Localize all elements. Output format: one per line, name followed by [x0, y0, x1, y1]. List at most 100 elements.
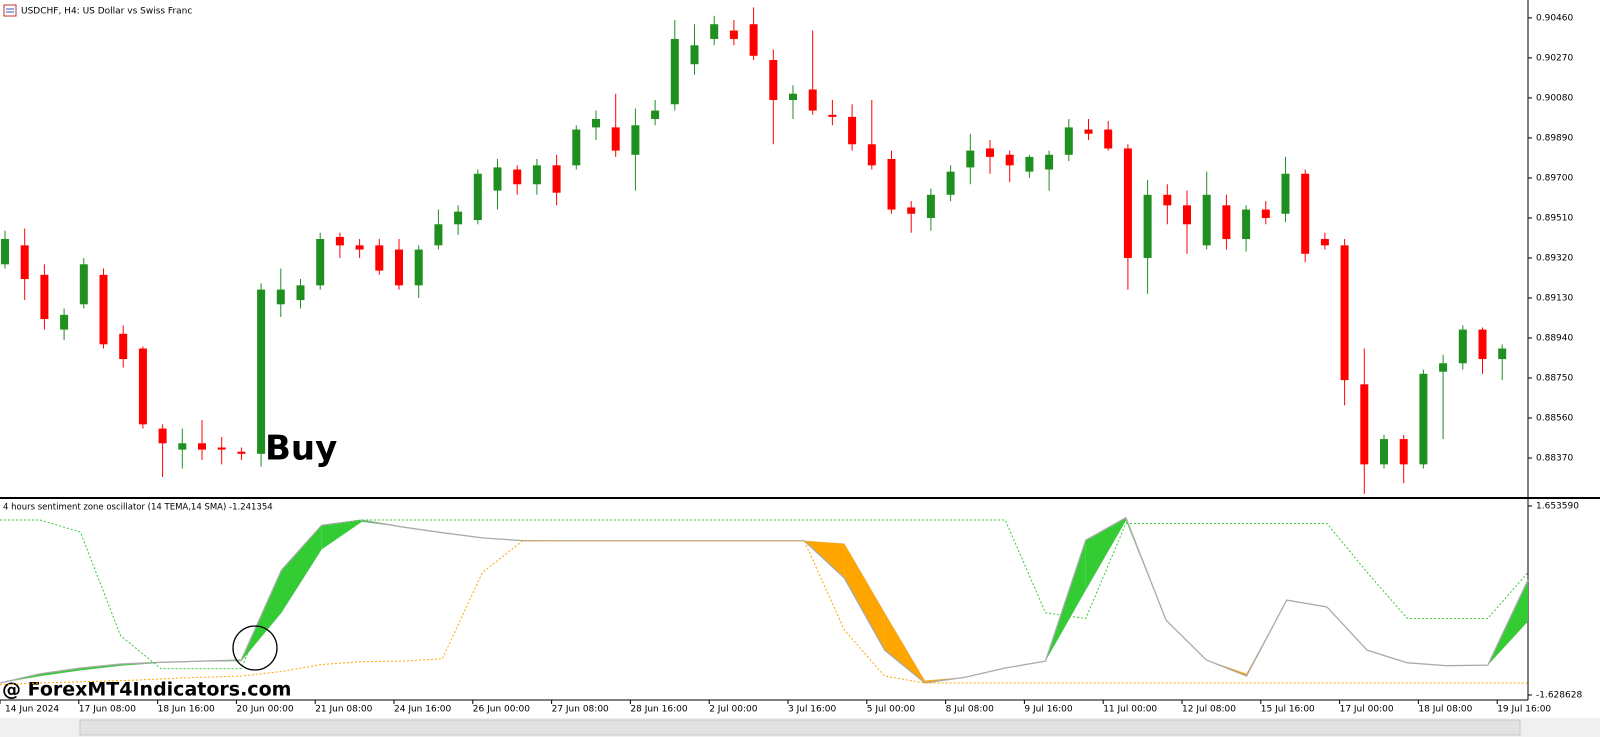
- candle-body: [1104, 129, 1113, 149]
- x-tick-label: 17 Jun 08:00: [79, 705, 136, 715]
- candle-body: [1, 239, 9, 265]
- signal-line: [0, 520, 1529, 684]
- candle-body: [572, 129, 581, 166]
- candle-body: [1360, 384, 1369, 465]
- candle-body: [710, 24, 719, 39]
- candle-body: [1025, 156, 1034, 172]
- candle-body: [1163, 194, 1172, 206]
- candle-body: [1439, 363, 1448, 372]
- zone-band: [281, 525, 322, 613]
- candle-body: [532, 165, 541, 185]
- candle-body: [79, 264, 88, 305]
- y-tick-label: 0.90270: [1536, 53, 1573, 63]
- candle-body: [749, 24, 758, 56]
- candle-body: [651, 110, 660, 119]
- x-tick-label: 11 Jul 00:00: [1103, 705, 1157, 715]
- candle-body: [1301, 173, 1310, 254]
- candle-body: [1202, 194, 1211, 246]
- candle-body: [1458, 329, 1467, 364]
- x-tick-label: 24 Jun 16:00: [394, 705, 451, 715]
- candle-body: [257, 289, 266, 454]
- x-tick-label: 15 Jul 16:00: [1261, 705, 1315, 715]
- zone-band: [321, 520, 362, 550]
- candle-body: [1281, 173, 1290, 214]
- candle-body: [592, 118, 600, 128]
- buy-annotation: Buy: [265, 429, 337, 469]
- watermark: @ ForexMT4Indicators.com: [2, 679, 291, 701]
- candle-body: [611, 127, 620, 151]
- candle-body: [769, 60, 778, 101]
- x-tick-label: 17 Jul 00:00: [1340, 705, 1394, 715]
- candle-body: [316, 239, 325, 286]
- y-tick-label: 0.90080: [1536, 93, 1573, 103]
- candle-body: [178, 443, 187, 450]
- y-tick-label: 0.89700: [1536, 173, 1573, 183]
- x-tick-label: 5 Jul 00:00: [867, 705, 916, 715]
- candle-body: [729, 30, 738, 39]
- zone-band: [1085, 517, 1126, 591]
- candle-body: [1143, 194, 1152, 258]
- candle-body: [138, 348, 147, 425]
- oscillator-title: 4 hours sentiment zone oscillator (14 TE…: [3, 503, 273, 513]
- y-tick-label: 0.88940: [1536, 334, 1573, 344]
- level-line: [0, 519, 1529, 670]
- candle-body: [867, 144, 876, 166]
- candle-body: [1005, 154, 1014, 166]
- candle-body: [158, 428, 167, 444]
- y-tick-label: 0.88370: [1536, 454, 1573, 464]
- candle-body: [473, 173, 482, 221]
- x-tick-label: 14 Jun 2024: [5, 705, 59, 715]
- candle-body: [946, 171, 955, 195]
- y-tick-label: 0.89890: [1536, 133, 1573, 143]
- candle-body: [887, 158, 896, 210]
- zone-band: [884, 612, 925, 683]
- candle-body: [119, 333, 128, 360]
- zone-band: [844, 543, 885, 651]
- candle-body: [395, 249, 403, 286]
- x-tick-label: 21 Jun 08:00: [315, 705, 372, 715]
- y-tick-label: 0.88750: [1536, 374, 1573, 384]
- signal-circle: [232, 625, 278, 671]
- candle-body: [40, 274, 49, 320]
- candle-body: [355, 245, 364, 250]
- candle-body: [848, 116, 857, 145]
- candle-body: [690, 45, 699, 65]
- symbol-icon: [3, 4, 17, 17]
- x-tick-label: 18 Jul 08:00: [1418, 705, 1472, 715]
- candle-body: [513, 169, 522, 185]
- candle-body: [1222, 205, 1231, 240]
- candle-body: [296, 285, 305, 301]
- x-tick-label: 18 Jun 16:00: [158, 705, 215, 715]
- x-tick-label: 3 Jul 16:00: [788, 705, 837, 715]
- candle-body: [926, 194, 935, 218]
- scrollbar[interactable]: [79, 719, 1521, 736]
- candle-body: [1123, 148, 1132, 258]
- candle-body: [99, 274, 108, 345]
- candle-body: [1045, 154, 1054, 170]
- candle-body: [1320, 239, 1329, 246]
- candle-body: [434, 224, 443, 246]
- candle-body: [217, 447, 226, 450]
- candle-body: [198, 443, 206, 450]
- x-tick-label: 27 Jun 08:00: [552, 705, 609, 715]
- candle-body: [1498, 348, 1507, 360]
- y-tick-label: 0.90460: [1536, 13, 1573, 23]
- y-tick-label: -1.628628: [1536, 691, 1582, 701]
- candle-body: [20, 245, 29, 280]
- x-tick-label: 26 Jun 00:00: [473, 705, 530, 715]
- x-tick-label: 19 Jul 16:00: [1497, 705, 1551, 715]
- marks: [0, 7, 1529, 686]
- candle-body: [454, 211, 463, 225]
- candle-body: [808, 89, 817, 111]
- candle-body: [1419, 373, 1428, 465]
- candle-body: [552, 165, 561, 193]
- candle-body: [789, 93, 797, 101]
- y-tick-label: 0.89510: [1536, 213, 1573, 223]
- candle-body: [828, 114, 837, 117]
- candle-body: [1399, 439, 1408, 465]
- y-tick-label: 0.89130: [1536, 293, 1573, 303]
- y-tick-label: 0.88560: [1536, 414, 1573, 424]
- candle-body: [1183, 205, 1191, 225]
